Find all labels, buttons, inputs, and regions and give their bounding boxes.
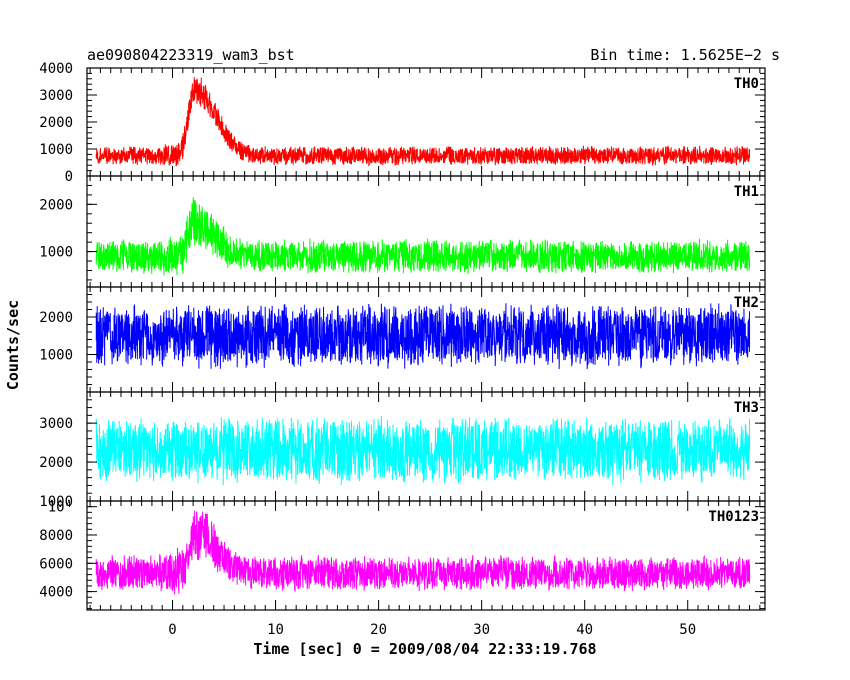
panel-th1: 1000 2000 TH1 <box>39 175 766 288</box>
panel-th3: 1000 2000 3000 TH3 <box>39 391 766 510</box>
panel-label: TH0 <box>734 76 759 92</box>
x-tick-label: 10 <box>267 622 284 638</box>
y-tick-label: 0 <box>65 169 73 185</box>
panels-group: 0 1000 2000 3000 4000 TH0 1000 2000 TH1 1000 2000 T… <box>39 61 766 611</box>
panel-label: TH2 <box>734 295 759 311</box>
panel-label: TH0123 <box>708 509 759 525</box>
panel-th0: 0 1000 2000 3000 4000 TH0 <box>39 61 766 185</box>
y-tick-label: 4000 <box>39 61 73 77</box>
panel-th2: 1000 2000 TH2 <box>39 286 766 393</box>
panel-th0123: 4000 6000 8000 10⁴ TH0123 <box>39 500 766 611</box>
series-th2 <box>95 303 751 370</box>
y-tick-label: 1000 <box>39 494 73 510</box>
x-tick-label: 0 <box>168 622 176 638</box>
series-th0 <box>95 77 751 167</box>
y-tick-label: 3000 <box>39 416 73 432</box>
panel-frame <box>86 500 766 611</box>
series-th1 <box>95 197 751 276</box>
y-tick-label: 1000 <box>39 142 73 158</box>
y-tick-label: 2000 <box>39 115 73 131</box>
x-tick-label: 20 <box>370 622 387 638</box>
series-th0123 <box>95 510 751 595</box>
chart-title: ae090804223319_wam3_bst <box>87 46 295 64</box>
y-tick-label: 2000 <box>39 310 73 326</box>
y-tick-label: 1000 <box>39 245 73 261</box>
bin-time-label: Bin time: 1.5625E−2 s <box>590 46 780 64</box>
y-tick-label: 2000 <box>39 455 73 471</box>
y-tick-label: 8000 <box>39 528 73 544</box>
y-tick-label: 4000 <box>39 585 73 601</box>
y-tick-label: 2000 <box>39 197 73 213</box>
x-tick-label: 50 <box>679 622 696 638</box>
y-tick-label: 1000 <box>39 348 73 364</box>
x-axis: 0 10 20 30 40 50 <box>168 622 696 638</box>
y-axis-label: Counts/sec <box>4 300 22 390</box>
panel-label: TH3 <box>734 400 759 416</box>
panel-label: TH1 <box>734 184 759 200</box>
x-tick-label: 40 <box>576 622 593 638</box>
y-tick-label: 10⁴ <box>48 500 73 516</box>
series-th3 <box>95 415 751 486</box>
x-tick-label: 30 <box>473 622 490 638</box>
y-tick-label: 3000 <box>39 88 73 104</box>
x-axis-label: Time [sec] 0 = 2009/08/04 22:33:19.768 <box>253 640 596 658</box>
y-tick-label: 6000 <box>39 556 73 572</box>
